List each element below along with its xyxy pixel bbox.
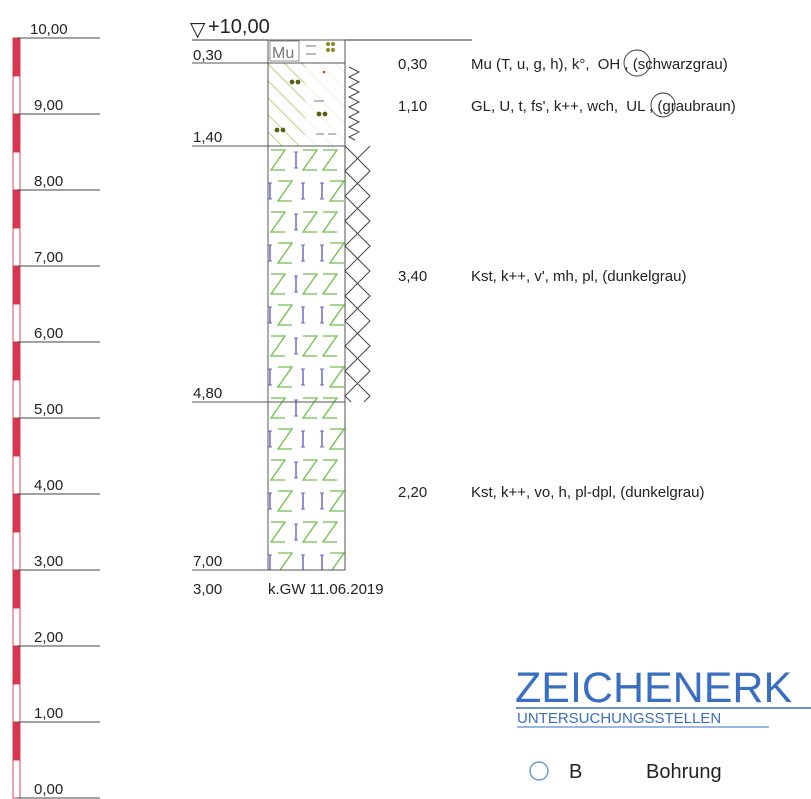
borehole-symbol-icon: [529, 761, 549, 781]
layer-kst-pattern: [268, 146, 345, 570]
scale-segment: [12, 759, 21, 799]
scale-label-1000: 10,00: [30, 21, 68, 38]
scale-segment: [12, 227, 21, 267]
scale-label-800: 8,00: [34, 173, 63, 190]
layer-thickness: 3,40: [398, 268, 427, 285]
scale-segment: [12, 265, 21, 305]
scale-segment: [12, 607, 21, 647]
layer-description: Kst, k++, vo, h, pl-dpl, (dunkelgrau): [471, 484, 704, 501]
layer-gl-clear: [305, 63, 345, 146]
scale-label-900: 9,00: [34, 97, 63, 114]
layer-description: Kst, k++, v', mh, pl, (dunkelgrau): [471, 268, 686, 285]
layer-gl-dot: [322, 111, 328, 117]
layer-mu-fill: [268, 40, 345, 63]
scale-segment: [12, 75, 21, 115]
scale-segment: [12, 189, 21, 229]
layer-description-text: , (graubraun): [649, 98, 736, 115]
layer-description: GL, U, t, fs', k++, wch, UL , (graubraun…: [471, 98, 736, 115]
scale-segment: [12, 455, 21, 495]
scale-segment: [12, 531, 21, 571]
legend-symbol-label: Bohrung: [646, 761, 722, 783]
scale-label-300: 3,00: [34, 553, 63, 570]
layer-mu-organic-dot: [331, 48, 335, 52]
layer-gl-dot: [280, 127, 286, 133]
depth-label: 0,30: [193, 47, 222, 64]
scale-label-700: 7,00: [34, 249, 63, 266]
layer-mu-code-box: [269, 40, 300, 62]
layer-mu-organic-dot: [331, 42, 335, 46]
scale-labels: 10,00 9,00 8,00 7,00 6,00 5,00 4,00 3,00…: [17, 21, 100, 799]
scale-label-500: 5,00: [34, 401, 63, 418]
depth-label: 1,40: [193, 129, 222, 146]
scale-label-100: 1,00: [34, 705, 63, 722]
scale-segment: [12, 683, 21, 723]
layer-thickness: 1,10: [398, 98, 427, 115]
scale-segment: [12, 379, 21, 419]
layer-description-text: GL, U, t, fs', k++, wch,: [471, 98, 618, 115]
layer-mu-code: Mu: [272, 45, 294, 62]
layer-description: Mu (T, u, g, h), k°, OH , (schwarzgrau): [471, 56, 728, 73]
top-level-value: +10,00: [208, 16, 270, 38]
scale-segment: [12, 493, 21, 533]
scale-segment: [12, 341, 21, 381]
level-triangle-icon: ▽: [190, 19, 206, 41]
elevation-scale: 10,00 9,00 8,00 7,00 6,00 5,00 4,00 3,00…: [12, 21, 100, 799]
scale-label-600: 6,00: [34, 325, 63, 342]
top-level-marker: ▽ +10,00: [190, 16, 472, 41]
depth-label: 4,80: [193, 385, 222, 402]
layer-mu-organic-dot: [326, 48, 330, 52]
layer-thickness: 0,30: [398, 56, 427, 73]
layer-descriptions: 0,30 Mu (T, u, g, h), k°, OH , (schwarzg…: [398, 49, 736, 501]
scale-segment: [12, 37, 21, 77]
scale-segment: [12, 417, 21, 457]
layer-gl-dot: [274, 127, 280, 133]
scale-segment: [12, 569, 21, 609]
soil-group-code: UL: [626, 98, 645, 115]
scale-segment: [12, 721, 21, 761]
scale-label-200: 2,00: [34, 629, 63, 646]
legend-symbol-letter: B: [569, 761, 582, 783]
scale-label-000: 0,00: [34, 781, 63, 798]
layer-description-text: , (schwarzgrau): [624, 56, 727, 73]
soil-group-circle: [650, 92, 676, 118]
scale-segments: [12, 37, 21, 799]
bottom-depth-label: 3,00: [193, 581, 222, 598]
soft-consistency-wave: [347, 66, 361, 141]
scale-label-400: 4,00: [34, 477, 63, 494]
scale-segment: [12, 151, 21, 191]
soil-group-code: OH: [598, 56, 621, 73]
layer-gl-red-dot: [322, 70, 326, 74]
depth-label: 7,00: [193, 553, 222, 570]
scale-segment: [12, 645, 21, 685]
scale-segment: [12, 303, 21, 343]
layer-gl-dot: [316, 111, 322, 117]
layer-mu-organic-dot: [326, 42, 330, 46]
borehole-column: Mu 0,30 1,40 4,80 7: [192, 39, 384, 598]
scale-segment: [12, 113, 21, 153]
layer-gl-dot: [289, 79, 295, 85]
layer-description-text: Mu (T, u, g, h), k°,: [471, 56, 590, 73]
legend-title: ZEICHENERK: [515, 664, 792, 712]
stiff-consistency-crosshatch: [344, 145, 371, 403]
soil-group-circle: [623, 49, 651, 77]
groundwater-note: k.GW 11.06.2019: [268, 581, 384, 598]
layer-gl-dot: [295, 79, 301, 85]
layer-thickness: 2,20: [398, 484, 427, 501]
legend-subtitle: UNTERSUCHUNGSSTELLEN: [517, 710, 721, 727]
legend: ZEICHENERK UNTERSUCHUNGSSTELLEN B Bohrun…: [515, 664, 811, 783]
